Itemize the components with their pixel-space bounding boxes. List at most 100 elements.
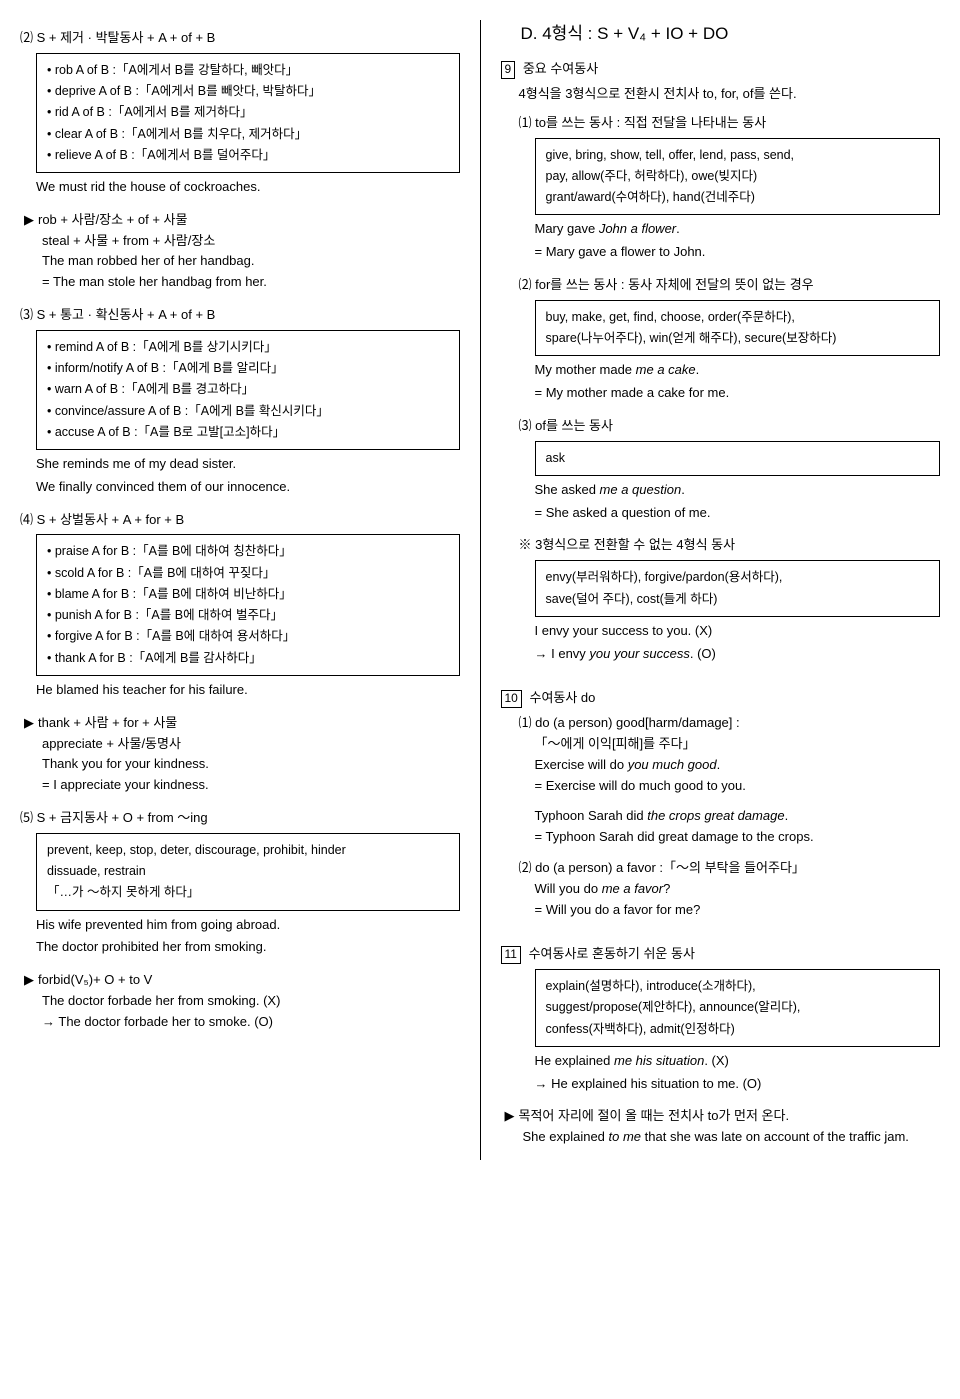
s9-p2-ex-post: . [696,362,700,377]
g4-head: ⑷ S + 상벌동사 + A + for + B [20,510,460,531]
s9-p3-box-0: ask [546,448,930,469]
g2-example: We must rid the house of cockroaches. [20,177,460,198]
g5-box-1: dissuade, restrain [47,861,449,882]
g5-head: ⑸ S + 금지동사 + O + from ～ing [20,808,460,829]
s9-px-ex1: I envy your success to you. (X) [535,621,941,642]
g2-tip-0: steal + 사물 + from + 사람/장소 [42,231,460,252]
s9-px-box-1: save(덜어 주다), cost(들게 하다) [546,589,930,610]
g2-tip-2: = The man stole her handbag from her. [42,272,460,293]
s10-p2-ex-pre: Will you do [535,881,602,896]
s10-p1b-ital: the crops great damage [647,808,784,823]
g4-box-5: • thank A for B :「A에게 B를 감사하다」 [47,648,449,669]
num-11-icon: 11 [501,946,521,964]
g2-box: • rob A of B :「A에게서 B를 강탈하다, 빼앗다」 • depr… [36,53,460,173]
s9-title: 중요 수여동사 [523,61,598,76]
s9-p2-box: buy, make, get, find, choose, order(주문하다… [535,300,941,357]
s10-p1b-1: Typhoon Sarah did the crops great damage… [535,806,941,827]
s9-p2-box-0: buy, make, get, find, choose, order(주문하다… [546,307,930,328]
triangle-icon [24,212,38,227]
g3-example: She reminds me of my dead sister. We fin… [20,454,460,498]
g4-box-1: • scold A for B :「A를 B에 대하여 꾸짖다」 [47,563,449,584]
s10-title: 수여동사 do [529,690,595,705]
g3-box-3: • convince/assure A of B :「A에게 B를 확신시키다」 [47,401,449,422]
g4-box: • praise A for B :「A를 B에 대하여 칭찬하다」 • sco… [36,534,460,676]
g4-tip: thank + 사람 + for + 사물 appreciate + 사물/동명… [20,713,460,796]
g5-tip-head: forbid(V₅)+ O + to V [38,972,152,987]
s9-p3-ex-ital: me a question [600,482,682,497]
g2-box-4: • relieve A of B :「A에게서 B를 덜어주다」 [47,145,449,166]
s11-ex1-pre: He explained [535,1053,615,1068]
g5-tip-1: → The doctor forbade her to smoke. (O) [42,1012,460,1033]
g4-box-2: • blame A for B :「A를 B에 대하여 비난하다」 [47,584,449,605]
s9-p2-head: ⑵ for를 쓰는 동사 : 동사 자체에 전달의 뜻이 없는 경우 [501,275,941,296]
g4-tip-2: = I appreciate your kindness. [42,775,460,796]
s9-p3-ex: She asked me a question. = She asked a q… [501,480,941,524]
page-container: ⑵ S + 제거 · 박탈동사 + A + of + B • rob A of … [20,20,940,1160]
s9-p1-ex-ital: John a flower [599,221,676,236]
s9-p1-box-2: grant/award(수여하다), hand(건네주다) [546,187,930,208]
s11-tip: 목적어 자리에 절이 올 때는 전치사 to가 먼저 온다. She expla… [501,1106,941,1148]
s9-p2-ex-ital: me a cake [636,362,696,377]
s11-box-1: suggest/propose(제안하다), announce(알리다), [546,997,930,1018]
s9-p3-ex2: = She asked a question of me. [535,503,941,524]
s10-head: 10 수여동사 do [501,688,941,709]
s10-p2-ex1: Will you do me a favor? [535,879,941,900]
g2-box-3: • clear A of B :「A에게서 B를 치우다, 제거하다」 [47,124,449,145]
triangle-icon [24,715,38,730]
triangle-icon [505,1108,519,1123]
section-d-title: D. 4형식 : S + V₄ + IO + DO [501,20,941,47]
s9-p3-head: ⑶ of를 쓰는 동사 [501,416,941,437]
s11-ex1-ital: me his situation [614,1053,704,1068]
s9-head: 9 중요 수여동사 [501,59,941,80]
s11-box-0: explain(설명하다), introduce(소개하다), [546,976,930,997]
g2-box-0: • rob A of B :「A에게서 B를 강탈하다, 빼앗다」 [47,60,449,81]
g4-tip-head: thank + 사람 + for + 사물 [38,715,177,730]
s9-p2-ex-pre: My mother made [535,362,636,377]
g4-box-3: • punish A for B :「A를 B에 대하여 벌주다」 [47,605,449,626]
g5-box-0: prevent, keep, stop, deter, discourage, … [47,840,449,861]
g3-box: • remind A of B :「A에게 B를 상기시키다」 • inform… [36,330,460,450]
s10-p1b: Typhoon Sarah did the crops great damage… [501,806,941,848]
s11-box-2: confess(자백하다), admit(인정하다) [546,1019,930,1040]
g5-box: prevent, keep, stop, deter, discourage, … [36,833,460,911]
s11-tip-head: 목적어 자리에 절이 올 때는 전치사 to가 먼저 온다. [519,1108,790,1123]
g5-box-2: 「…가 ～하지 못하게 하다」 [47,882,449,903]
s9-p2-ex2: = My mother made a cake for me. [535,383,941,404]
s9-p2-ex1: My mother made me a cake. [535,360,941,381]
s9-p1-ex-post: . [676,221,680,236]
g2-ex-0: We must rid the house of cockroaches. [36,177,460,198]
g4-box-0: • praise A for B :「A를 B에 대하여 칭찬하다」 [47,541,449,562]
g3-box-2: • warn A of B :「A에게 B를 경고하다」 [47,379,449,400]
g4-tip-0: appreciate + 사물/동명사 [42,734,460,755]
s9-px-ex2-ital: you your success [589,646,689,661]
triangle-icon [24,972,38,987]
s10-p1-ex1: Exercise will do you much good. [535,755,941,776]
g5-tip-0: The doctor forbade her from smoking. (X) [42,991,460,1012]
left-column: ⑵ S + 제거 · 박탈동사 + A + of + B • rob A of … [20,20,481,1160]
g5-ex-0: His wife prevented him from going abroad… [36,915,460,936]
s11-box: explain(설명하다), introduce(소개하다), suggest/… [535,969,941,1047]
s9-px-head: ※ 3형식으로 전환할 수 없는 4형식 동사 [501,535,941,556]
s11-head: 11 수여동사로 혼동하기 쉬운 동사 [501,944,941,965]
s10-p1b-post: . [785,808,789,823]
s9-p2-ex: My mother made me a cake. = My mother ma… [501,360,941,404]
s11-tip-pre: She explained [523,1129,609,1144]
s10-p1-sub: 「～에게 이익[피해]를 주다」 [501,734,941,755]
s11-ex1: He explained me his situation. (X) [535,1051,941,1072]
s11-ex: He explained me his situation. (X) → He … [501,1051,941,1095]
s11-ex1-post: . (X) [704,1053,729,1068]
s9-p3-ex-pre: She asked [535,482,600,497]
g2-tip-head: rob + 사람/장소 + of + 사물 [38,212,187,227]
s9-p1-ex2: = Mary gave a flower to John. [535,242,941,263]
g4-example: He blamed his teacher for his failure. [20,680,460,701]
s10-p2-ex-ital: me a favor [602,881,663,896]
s10-p1-ex: Exercise will do you much good. = Exerci… [501,755,941,797]
s9-p1-head: ⑴ to를 쓰는 동사 : 직접 전달을 나타내는 동사 [501,113,941,134]
g3-head: ⑶ S + 통고 · 확신동사 + A + of + B [20,305,460,326]
s9-p2-box-1: spare(나누어주다), win(얻게 해주다), secure(보장하다) [546,328,930,349]
s9-px-ex2: → I envy you your success. (O) [535,644,941,665]
s10-p1-ex-pre: Exercise will do [535,757,628,772]
s9-p1-box-1: pay, allow(주다, 허락하다), owe(빚지다) [546,166,930,187]
s10-p1b-2: = Typhoon Sarah did great damage to the … [535,827,941,848]
s9-px-ex: I envy your success to you. (X) → I envy… [501,621,941,665]
